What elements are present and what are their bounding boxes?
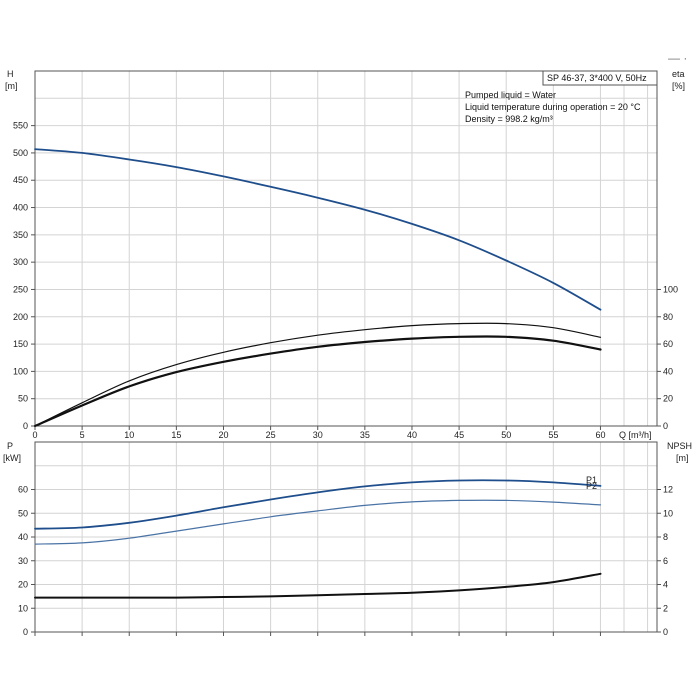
power-right-tick-label-3: 6 bbox=[663, 556, 668, 566]
power-series-line-1 bbox=[34, 499, 602, 545]
head-left-tick-label-9: 450 bbox=[13, 175, 28, 185]
head-x-tick-label-8: 40 bbox=[407, 430, 417, 440]
head-series-line-0 bbox=[34, 148, 602, 311]
power-axis-label: P bbox=[7, 441, 13, 451]
head-left-tick-label-11: 550 bbox=[13, 121, 28, 131]
head-axis-unit: [m] bbox=[5, 81, 18, 91]
power-right-tick-label-6: 12 bbox=[663, 485, 673, 495]
power-left-tick-label-1: 10 bbox=[18, 603, 28, 613]
head-x-tick-label-12: 60 bbox=[595, 430, 605, 440]
head-left-tick-label-5: 250 bbox=[13, 284, 28, 294]
head-x-tick-label-9: 45 bbox=[454, 430, 464, 440]
head-x-tick-label-2: 10 bbox=[124, 430, 134, 440]
head-left-tick-label-6: 300 bbox=[13, 257, 28, 267]
npsh-axis-label: NPSH bbox=[667, 441, 692, 451]
head-left-tick-label-3: 150 bbox=[13, 339, 28, 349]
power-axis-unit: [kW] bbox=[3, 453, 21, 463]
head-x-tick-label-1: 5 bbox=[80, 430, 85, 440]
eta-axis-unit: [%] bbox=[672, 81, 685, 91]
head-right-tick-label-0: 0 bbox=[663, 421, 668, 431]
power-left-tick-label-6: 60 bbox=[18, 485, 28, 495]
flow-axis-label: Q [m³/h] bbox=[619, 430, 652, 440]
title-box bbox=[542, 70, 658, 86]
series-label-p1: P1 bbox=[586, 475, 597, 485]
head-right-tick-label-5: 100 bbox=[663, 284, 678, 294]
head-series-line-2 bbox=[33, 335, 602, 428]
info-line-temperature: Liquid temperature during operation = 20… bbox=[465, 102, 641, 112]
eta-axis-label: eta bbox=[672, 69, 685, 79]
chart-title: SP 46-37, 3*400 V, 50Hz bbox=[547, 73, 647, 83]
head-x-tick-label-5: 25 bbox=[266, 430, 276, 440]
head-left-tick-label-2: 100 bbox=[13, 366, 28, 376]
head-right-tick-label-4: 80 bbox=[663, 312, 673, 322]
power-right-tick-label-4: 8 bbox=[663, 532, 668, 542]
power-left-tick-label-2: 20 bbox=[18, 580, 28, 590]
head-left-tick-label-0: 0 bbox=[23, 421, 28, 431]
head-left-tick-label-8: 400 bbox=[13, 203, 28, 213]
head-plot-frame bbox=[34, 70, 658, 427]
head-left-tick-label-10: 500 bbox=[13, 148, 28, 158]
head-left-tick-label-1: 50 bbox=[18, 394, 28, 404]
head-x-tick-label-6: 30 bbox=[313, 430, 323, 440]
head-right-tick-label-1: 20 bbox=[663, 394, 673, 404]
head-right-tick-label-3: 60 bbox=[663, 339, 673, 349]
head-left-tick-label-4: 200 bbox=[13, 312, 28, 322]
power-right-tick-label-5: 10 bbox=[663, 508, 673, 518]
power-left-tick-label-4: 40 bbox=[18, 532, 28, 542]
head-x-tick-label-7: 35 bbox=[360, 430, 370, 440]
npsh-axis-unit: [m] bbox=[676, 453, 689, 463]
info-line-liquid: Pumped liquid = Water bbox=[465, 90, 556, 100]
head-x-tick-label-11: 55 bbox=[548, 430, 558, 440]
power-left-tick-label-5: 50 bbox=[18, 508, 28, 518]
power-left-tick-label-0: 0 bbox=[23, 627, 28, 637]
power-right-tick-label-0: 0 bbox=[663, 627, 668, 637]
head-series-line-1 bbox=[34, 322, 602, 427]
corner-mark: — · bbox=[668, 51, 687, 65]
power-right-tick-label-2: 4 bbox=[663, 580, 668, 590]
power-left-tick-label-3: 30 bbox=[18, 556, 28, 566]
head-x-tick-label-0: 0 bbox=[32, 430, 37, 440]
head-left-tick-label-7: 350 bbox=[13, 230, 28, 240]
info-line-density: Density = 998.2 kg/m³ bbox=[465, 114, 553, 124]
power-series-line-2 bbox=[34, 572, 602, 599]
head-right-tick-label-2: 40 bbox=[663, 366, 673, 376]
head-x-tick-label-4: 20 bbox=[218, 430, 228, 440]
head-axis-label: H bbox=[7, 69, 14, 79]
power-series-line-0 bbox=[34, 479, 602, 530]
power-right-tick-label-1: 2 bbox=[663, 603, 668, 613]
series-label-p2: P2 bbox=[586, 481, 597, 491]
head-x-tick-label-3: 15 bbox=[171, 430, 181, 440]
head-x-tick-label-10: 50 bbox=[501, 430, 511, 440]
